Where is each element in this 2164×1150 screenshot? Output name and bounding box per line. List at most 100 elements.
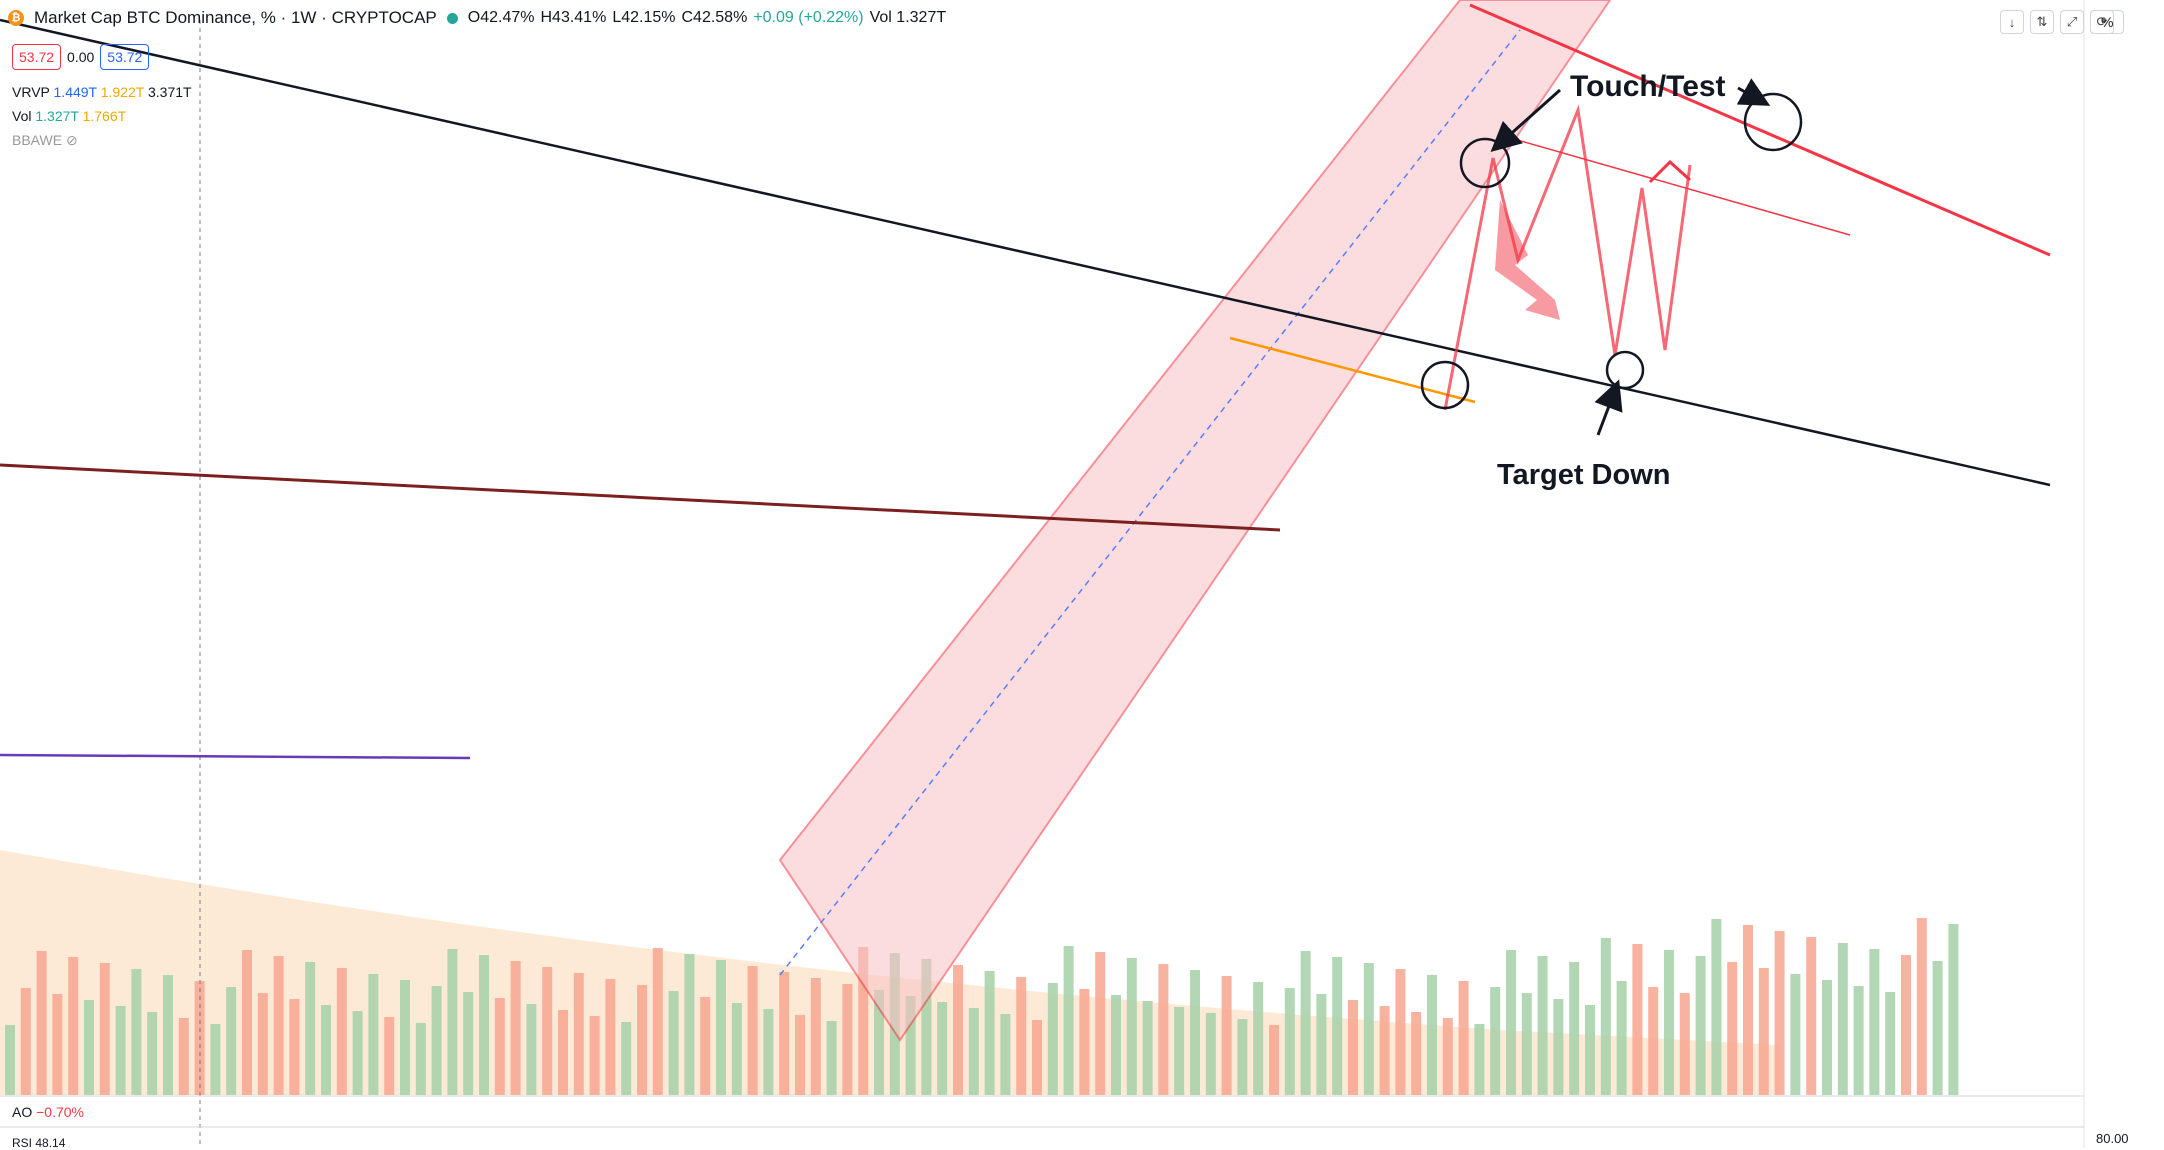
volume-bar	[494, 998, 505, 1095]
projection-zigzag	[1443, 104, 1692, 411]
volume-bar	[1395, 969, 1406, 1095]
volume-bar	[1932, 961, 1943, 1095]
vol-ma-value: 1.766T	[82, 108, 127, 124]
volume-bar	[1300, 951, 1311, 1095]
volume-bar	[558, 1010, 568, 1095]
volume-bar	[652, 948, 663, 1095]
volume-bar	[1316, 994, 1327, 1095]
volume-bar	[463, 992, 474, 1095]
bbawe-legend[interactable]: BBAWE ⊘	[12, 132, 78, 149]
expand-icon[interactable]: ⤢	[2060, 10, 2084, 34]
ao-legend[interactable]: AO −0.70%	[12, 1104, 84, 1120]
highlight-circle	[1743, 92, 1803, 152]
volume-bar	[131, 969, 142, 1095]
bitcoin-icon: ₿	[8, 10, 24, 26]
change-value: +0.09 (+0.22%)	[753, 9, 864, 26]
volume-bar	[763, 1009, 774, 1095]
volume-bar	[415, 1023, 426, 1095]
volume-bar	[1016, 977, 1027, 1095]
bbawe-name: BBAWE	[12, 132, 63, 148]
minor-resistance-line	[1499, 134, 1851, 236]
volume-bar	[1743, 925, 1753, 1095]
volume-bar	[1648, 987, 1659, 1095]
volume-bar	[1348, 1000, 1358, 1095]
projection-down-arrow	[1495, 200, 1560, 320]
volume-bar	[1490, 987, 1501, 1095]
volume-bar	[1190, 970, 1200, 1095]
vrvp-legend[interactable]: VRVP 1.449T 1.922T 3.371T	[12, 84, 192, 100]
volume-bar	[1253, 982, 1264, 1095]
volume-bar	[1679, 993, 1690, 1095]
volume-bar	[68, 957, 79, 1095]
volume-bar	[1506, 950, 1516, 1095]
volume-bar	[1269, 1025, 1279, 1095]
volume-bar	[368, 974, 379, 1095]
volume-bar	[1442, 1018, 1453, 1095]
rsi-legend[interactable]: RSI 48.14	[12, 1136, 65, 1150]
volume-bar	[637, 985, 647, 1095]
rsi-value: 48.14	[35, 1136, 66, 1150]
symbol-title[interactable]: Market Cap BTC Dominance, % · 1W · CRYPT…	[34, 8, 437, 27]
volume-bar	[1711, 919, 1722, 1095]
orange-trend-line	[1229, 336, 1476, 404]
volume-bar	[589, 1016, 600, 1095]
volume-bar	[289, 999, 300, 1095]
volume-bar	[668, 991, 679, 1095]
volume-bar	[1916, 918, 1927, 1095]
highlight-circle	[1459, 137, 1511, 189]
volume-bar	[1063, 946, 1074, 1095]
volume-bar	[1095, 952, 1106, 1095]
volume-bar	[1411, 1012, 1422, 1095]
support-trend-line	[0, 463, 1281, 532]
volume-bar	[700, 997, 711, 1095]
volume-bar	[84, 1000, 94, 1095]
volume-value: Vol 1.327T	[869, 9, 947, 26]
volume-bar	[968, 1008, 979, 1095]
chart-header: ₿ Market Cap BTC Dominance, % · 1W · CRY…	[8, 8, 952, 28]
volume-bar	[526, 1004, 537, 1095]
highlight-circle	[1420, 360, 1470, 410]
vrvp-name: VRVP	[12, 84, 50, 100]
ao-name: AO	[12, 1104, 33, 1120]
volume-bar	[1869, 949, 1880, 1095]
buy-price-button[interactable]: 53.72	[100, 44, 150, 70]
ao-axis-label: 80.00	[2096, 1131, 2129, 1146]
volume-bar	[163, 975, 173, 1095]
volume-bar	[242, 950, 252, 1095]
long-downtrend-line	[0, 18, 2051, 487]
volume-bar	[1664, 950, 1674, 1095]
volume-bar	[1774, 931, 1785, 1095]
compress-icon[interactable]: ⇅	[2030, 10, 2054, 34]
ao-value: −0.70%	[36, 1104, 84, 1120]
volume-bar	[1822, 980, 1832, 1095]
scale-toggle[interactable]: %	[2090, 10, 2125, 34]
volume-bar	[1695, 956, 1706, 1095]
vol-name: Vol	[12, 108, 32, 124]
volume-bar	[147, 1012, 158, 1095]
target-down-label: Target Down	[1497, 459, 1670, 491]
arrow-down-icon[interactable]: ↓	[2000, 10, 2024, 34]
volume-bar	[747, 966, 758, 1095]
volume-bar	[984, 971, 995, 1095]
volume-bar	[1632, 944, 1643, 1095]
volume-bar	[1521, 993, 1532, 1095]
projection-up-arrow	[1648, 159, 1692, 184]
volume-bar	[1221, 976, 1232, 1095]
volume-bar	[384, 1017, 395, 1095]
volume-bar	[621, 1022, 632, 1095]
hidden-eye-icon[interactable]: ⊘	[65, 132, 78, 148]
vol-legend[interactable]: Vol 1.327T 1.766T	[12, 108, 126, 124]
sell-price-button[interactable]: 53.72	[12, 44, 62, 70]
annotation-arrow	[1490, 88, 1561, 152]
volume-bar	[400, 980, 410, 1095]
volume-bar	[510, 961, 521, 1095]
volume-bar	[1758, 968, 1769, 1095]
volume-bar	[257, 993, 268, 1095]
volume-bar	[431, 986, 442, 1095]
volume-bar	[1458, 981, 1469, 1095]
volume-bar	[937, 1002, 948, 1095]
volume-bar	[605, 979, 616, 1095]
volume-bar	[273, 956, 284, 1095]
volume-bar	[1126, 958, 1137, 1095]
